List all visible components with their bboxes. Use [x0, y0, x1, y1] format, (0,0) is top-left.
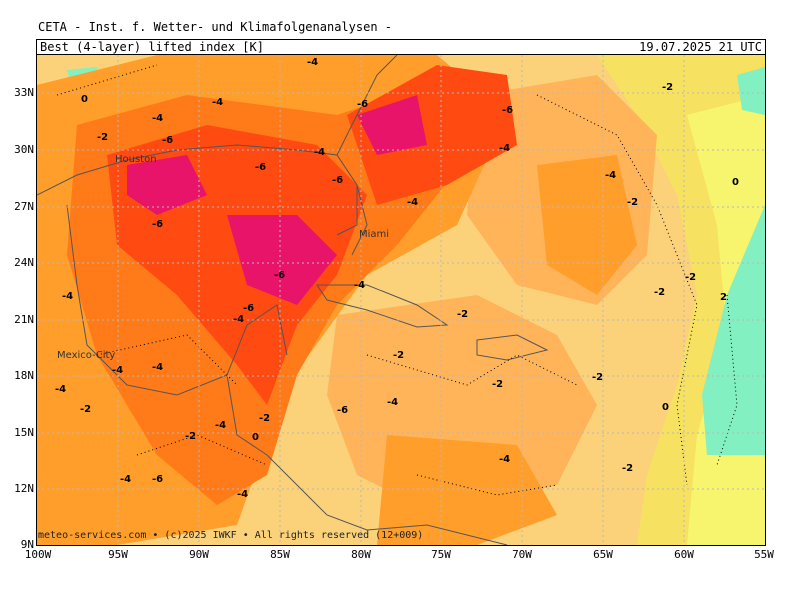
lon-label: 80W	[351, 548, 371, 561]
contour-label: -4	[387, 397, 398, 408]
header-source: CETA - Inst. f. Wetter- und Klimafolgena…	[38, 20, 393, 34]
lat-label: 30N	[14, 143, 34, 156]
contour-label: -2	[80, 404, 91, 415]
contour-label: -6	[152, 219, 163, 230]
contour-label: -2	[185, 431, 196, 442]
contour-label: 0	[81, 94, 88, 105]
contour-label: -4	[605, 170, 616, 181]
lon-label: 60W	[674, 548, 694, 561]
valid-time: 19.07.2025 21 UTC	[639, 40, 762, 54]
field-strong-gulf-2	[227, 215, 337, 305]
contour-label: -4	[233, 314, 244, 325]
lat-label: 18N	[14, 369, 34, 382]
place-miami: Miami	[359, 229, 389, 240]
contour-label: -2	[654, 287, 665, 298]
contour-label: -4	[499, 143, 510, 154]
contour-label: -4	[407, 197, 418, 208]
coastline-central-america	[226, 374, 508, 545]
contour-label: -4	[55, 384, 66, 395]
lon-label: 95W	[108, 548, 128, 561]
contour-label: -6	[332, 175, 343, 186]
contour-label: -6	[337, 405, 348, 416]
contour-label: -2	[259, 413, 270, 424]
field-moderate-atlantic	[537, 155, 637, 295]
contour-label: -2	[393, 350, 404, 361]
contour-label: -2	[662, 82, 673, 93]
lat-label: 9N	[20, 538, 34, 551]
lat-label: 21N	[14, 313, 34, 326]
lat-label: 24N	[14, 256, 34, 269]
contour-label: -2	[592, 372, 603, 383]
product-title: Best (4-layer) lifted index [K]	[40, 40, 264, 54]
lon-label: 100W	[24, 548, 52, 561]
contour-label: 0	[252, 432, 259, 443]
map-frame: Houston Miami Mexico-City -4 0 -4 -6 -6 …	[36, 54, 766, 546]
contour-label: -4	[62, 291, 73, 302]
contour-label: -6	[357, 99, 368, 110]
lon-label: 75W	[431, 548, 451, 561]
contour-label: -4	[499, 454, 510, 465]
contour-label: 2	[720, 292, 727, 303]
contour-label: -4	[120, 474, 131, 485]
contour-label: 0	[732, 177, 739, 188]
field-very-unstable-atlantic	[347, 65, 517, 205]
contour-label: -2	[627, 197, 638, 208]
contour-label: -2	[622, 463, 633, 474]
lat-label: 15N	[14, 426, 34, 439]
lon-label: 90W	[189, 548, 209, 561]
lat-label: 12N	[14, 482, 34, 495]
coastline-gulf	[37, 144, 368, 396]
contour-label: -6	[274, 270, 285, 281]
contour-label: -6	[502, 105, 513, 116]
contour-label: -4	[314, 147, 325, 158]
lon-label: 70W	[512, 548, 532, 561]
contour-label: -4	[112, 365, 123, 376]
lat-label: 33N	[14, 86, 34, 99]
contour-label: -2	[97, 132, 108, 143]
coastline-cuba	[316, 284, 449, 328]
contour-label: -4	[152, 113, 163, 124]
grid-lines	[37, 55, 765, 545]
field-strong-atlantic	[357, 95, 427, 155]
coastline-florida	[336, 55, 398, 236]
contour-label: -4	[354, 280, 365, 291]
lifted-index-map: Houston Miami Mexico-City -4 0 -4 -6 -6 …	[37, 55, 765, 545]
place-houston: Houston	[115, 154, 157, 165]
contour-label: -6	[162, 135, 173, 146]
coastline-hispaniola	[476, 334, 549, 361]
contour-label: -4	[237, 489, 248, 500]
contour-label: -2	[457, 309, 468, 320]
title-bar: Best (4-layer) lifted index [K] 19.07.20…	[36, 39, 766, 55]
field-moderate-carib	[377, 435, 557, 545]
contour-label: -2	[492, 379, 503, 390]
field-stable-east	[702, 205, 765, 455]
contour-label: -6	[255, 162, 266, 173]
lon-label: 55W	[754, 548, 774, 561]
lon-label: 65W	[593, 548, 613, 561]
lon-label: 85W	[270, 548, 290, 561]
contour-lines	[56, 64, 738, 496]
contour-label: -4	[212, 97, 223, 108]
place-mexico-city: Mexico-City	[57, 350, 115, 361]
contour-label: -4	[152, 362, 163, 373]
copyright-footer: meteo-services.com • (c)2025 IWKF • All …	[38, 530, 424, 541]
field-stable-ne	[737, 67, 765, 115]
contour-label: -4	[215, 420, 226, 431]
contour-label: -4	[307, 57, 318, 68]
contour-label: -6	[243, 303, 254, 314]
contour-label: -6	[152, 474, 163, 485]
contour-label: -2	[685, 272, 696, 283]
field-strong-gulf	[127, 155, 207, 215]
lat-label: 27N	[14, 200, 34, 213]
contour-label: 0	[662, 402, 669, 413]
